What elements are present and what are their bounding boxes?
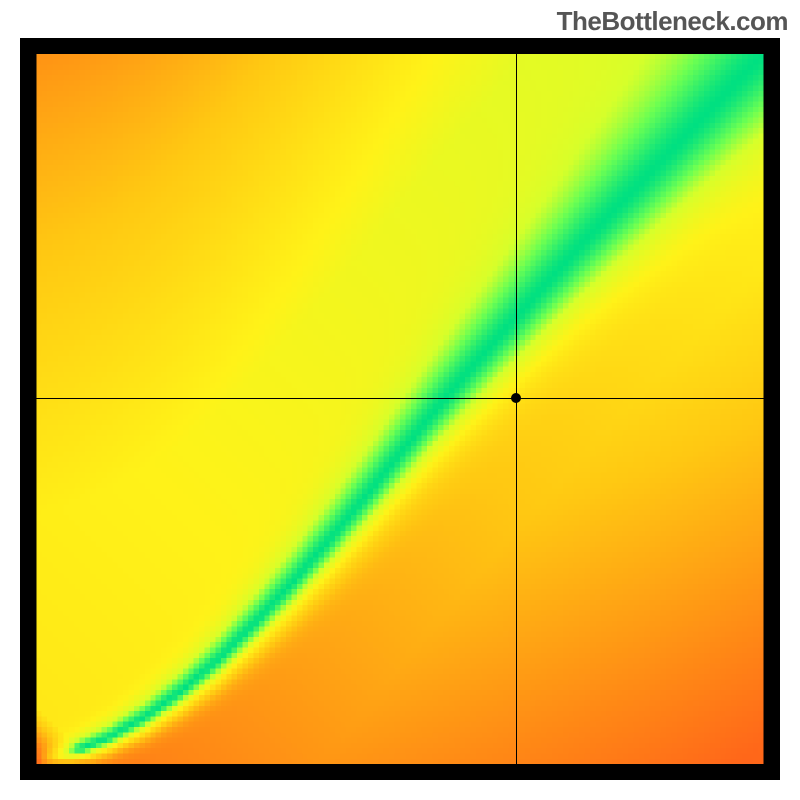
watermark-text: TheBottleneck.com bbox=[557, 6, 788, 37]
heatmap-canvas-wrap bbox=[20, 38, 780, 780]
crosshair-vertical bbox=[516, 38, 517, 780]
heatmap-canvas bbox=[20, 38, 780, 780]
plot-area bbox=[20, 38, 780, 780]
crosshair-marker bbox=[511, 393, 521, 403]
crosshair-horizontal bbox=[20, 398, 780, 399]
